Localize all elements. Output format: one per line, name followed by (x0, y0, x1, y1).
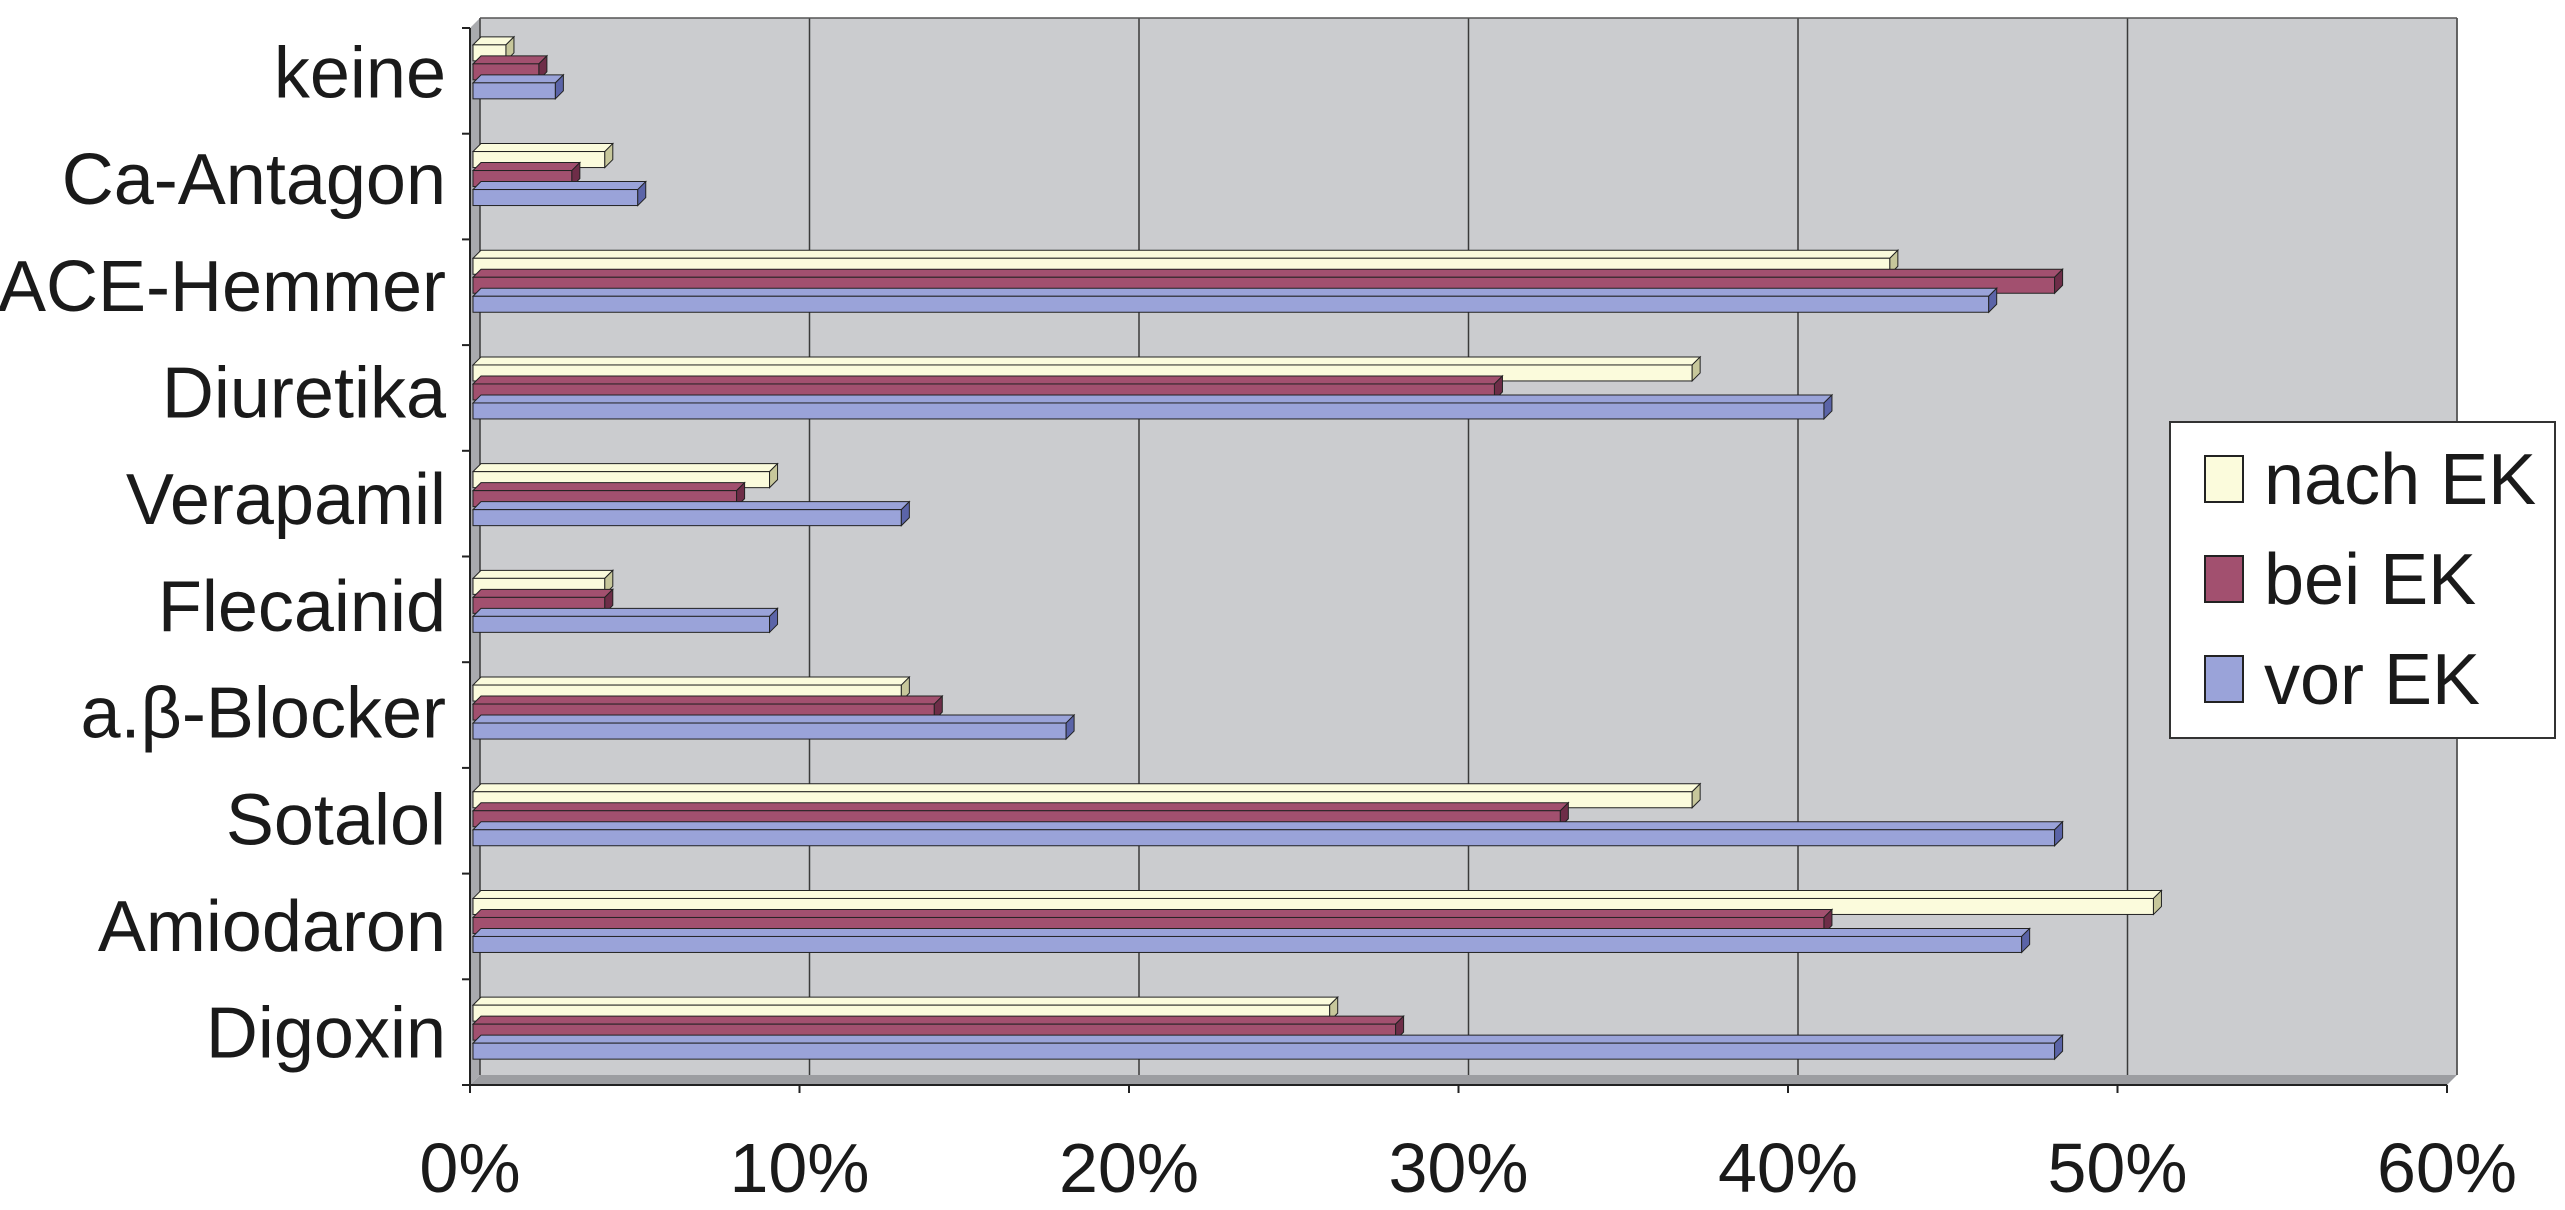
bar-top (471, 607, 779, 617)
bar-side (769, 607, 779, 634)
bar-top (471, 249, 1900, 259)
bar-top (471, 143, 615, 153)
bar-top (471, 501, 911, 511)
bar (471, 500, 911, 527)
bar-top (471, 569, 615, 579)
bar (471, 287, 1998, 314)
bar-top (471, 74, 565, 84)
category-label: Verapamil (126, 460, 446, 540)
category-label: Amiodaron (98, 887, 446, 967)
bar-front (472, 1042, 2056, 1060)
bar-top (471, 1015, 1405, 1025)
axes (462, 27, 2448, 1093)
bar-front (472, 935, 2023, 953)
bar-front (472, 509, 902, 527)
bar-side (2054, 1033, 2064, 1061)
bar-front (472, 82, 556, 100)
bar-top (471, 996, 1339, 1006)
legend-swatch (2204, 455, 2244, 503)
bar-side (1988, 287, 1998, 314)
bar-top (471, 162, 582, 172)
x-tick-label: 50% (2047, 1129, 2187, 1207)
bar-side (1823, 393, 1833, 421)
bar-side (900, 500, 910, 527)
x-tick-label: 0% (419, 1129, 520, 1207)
x-tick-label: 30% (1388, 1129, 1528, 1207)
legend-swatch (2204, 555, 2244, 603)
x-tick-label: 60% (2377, 1129, 2517, 1207)
bar-top (471, 181, 647, 191)
bar-front (472, 829, 2056, 847)
bar-side (2152, 889, 2162, 916)
bar-top (471, 463, 779, 473)
bar-top (471, 287, 1998, 297)
bar-front (472, 615, 771, 633)
bar (471, 73, 565, 101)
bar (471, 1033, 2064, 1061)
floor (470, 1075, 2457, 1085)
bar-top (471, 55, 549, 65)
bar-top (471, 1034, 2064, 1044)
bar-top (471, 356, 1702, 366)
legend-swatch (2204, 655, 2244, 703)
bar-side (2054, 268, 2064, 295)
x-tick-label: 40% (1718, 1129, 1858, 1207)
category-label: a.β-Blocker (80, 674, 446, 754)
bar-front (472, 295, 1990, 313)
legend-label: bei EK (2264, 540, 2476, 620)
bar-side (769, 462, 779, 489)
bar-top (471, 714, 1076, 724)
category-labels: keine Ca-Antagon ACE-Hemmer Diuretika Verapa… (0, 33, 447, 1073)
bar-top (471, 927, 2031, 937)
category-label: Digoxin (206, 994, 446, 1074)
bar-side (637, 180, 647, 207)
bar-side (554, 73, 564, 101)
bar-front (472, 722, 1067, 740)
bar-top (471, 375, 1504, 385)
bars (471, 35, 2163, 1061)
category-label: keine (274, 33, 446, 113)
bar-top (471, 588, 615, 598)
bar (471, 393, 1834, 421)
bar-top (471, 783, 1702, 793)
bar (471, 820, 2064, 847)
bar-top (471, 394, 1834, 404)
bar-top (471, 821, 2064, 831)
bar-top (471, 889, 2163, 899)
x-tick-label: 10% (729, 1129, 869, 1207)
category-label: Ca-Antagon (62, 140, 446, 220)
bar-side (1691, 782, 1701, 809)
legend-label: vor EK (2264, 640, 2480, 720)
bar-top (471, 482, 746, 492)
category-label: Sotalol (226, 780, 446, 860)
bar-side (2021, 927, 2031, 954)
category-label: Flecainid (158, 567, 446, 647)
x-tick-label: 20% (1059, 1129, 1199, 1207)
bar-top (471, 268, 2064, 278)
category-label: Diuretika (162, 353, 447, 433)
tick-labels: 0% 10% 20% 30% 40% 50% 60% (419, 1129, 2517, 1207)
bar-front (472, 189, 639, 207)
bar (471, 927, 2031, 954)
bar-top (471, 908, 1834, 918)
bar-front (472, 402, 1825, 420)
legend-label: nach EK (2264, 440, 2536, 520)
bar-side (604, 142, 614, 169)
bar-top (471, 802, 1570, 812)
category-label: ACE-Hemmer (0, 247, 446, 327)
bar-top (471, 695, 944, 705)
bar-side (2054, 820, 2064, 847)
bar (471, 713, 1076, 741)
bar-side (1065, 713, 1075, 741)
bar-top (471, 676, 911, 686)
bar (471, 180, 647, 207)
bar (471, 607, 779, 634)
bar-side (1691, 355, 1701, 383)
legend: nach EK bei EK vor EK (2169, 421, 2556, 739)
